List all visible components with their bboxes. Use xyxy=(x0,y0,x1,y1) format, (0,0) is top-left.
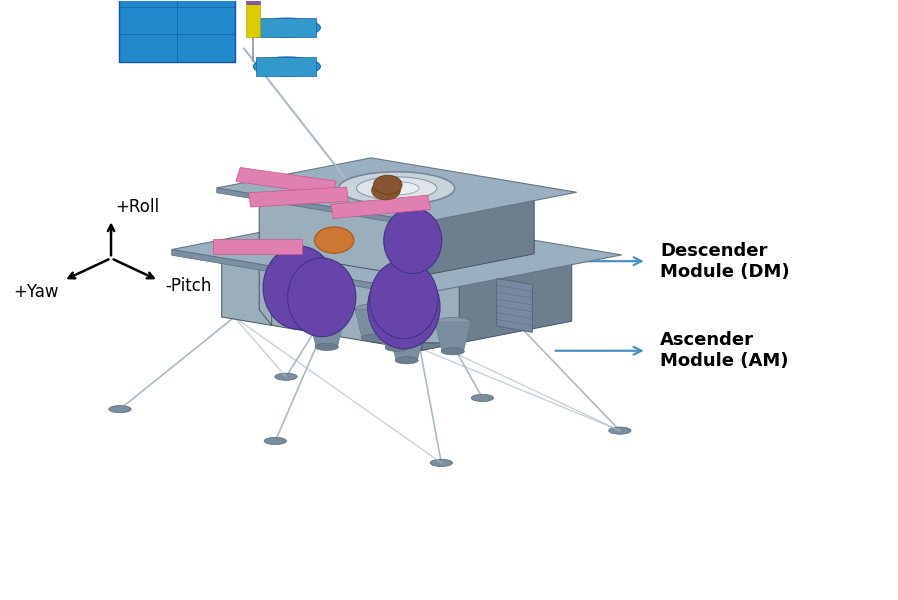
Ellipse shape xyxy=(435,317,471,328)
Ellipse shape xyxy=(370,260,438,339)
Ellipse shape xyxy=(253,57,321,76)
Ellipse shape xyxy=(385,344,409,352)
Text: Descender
Module (DM): Descender Module (DM) xyxy=(660,242,789,281)
Ellipse shape xyxy=(287,258,356,337)
Ellipse shape xyxy=(357,177,436,200)
Text: Ascender
Module (AM): Ascender Module (AM) xyxy=(660,331,788,370)
Ellipse shape xyxy=(315,343,339,350)
Ellipse shape xyxy=(361,334,384,341)
Ellipse shape xyxy=(383,208,442,274)
Ellipse shape xyxy=(339,172,454,205)
Polygon shape xyxy=(497,278,533,332)
Ellipse shape xyxy=(389,326,425,337)
Polygon shape xyxy=(389,332,425,361)
Polygon shape xyxy=(222,221,572,284)
Polygon shape xyxy=(372,275,459,343)
Bar xyxy=(213,239,302,254)
Ellipse shape xyxy=(275,373,297,380)
Polygon shape xyxy=(119,0,235,62)
Polygon shape xyxy=(172,250,429,298)
Polygon shape xyxy=(417,192,534,277)
Ellipse shape xyxy=(471,394,494,401)
Polygon shape xyxy=(309,318,345,347)
Polygon shape xyxy=(379,319,415,348)
Polygon shape xyxy=(422,254,572,350)
Ellipse shape xyxy=(355,304,391,314)
Ellipse shape xyxy=(441,348,464,355)
Circle shape xyxy=(374,175,402,194)
Ellipse shape xyxy=(263,246,335,329)
Circle shape xyxy=(314,227,354,253)
Bar xyxy=(330,195,431,218)
Ellipse shape xyxy=(430,460,453,466)
Polygon shape xyxy=(260,188,417,277)
Bar xyxy=(249,187,348,207)
Polygon shape xyxy=(355,309,391,338)
Polygon shape xyxy=(216,158,577,223)
Polygon shape xyxy=(260,166,534,215)
Ellipse shape xyxy=(367,266,440,349)
Circle shape xyxy=(372,181,401,200)
Bar xyxy=(236,167,336,195)
Bar xyxy=(256,57,316,76)
Ellipse shape xyxy=(395,357,418,364)
Ellipse shape xyxy=(609,427,631,434)
Text: +Roll: +Roll xyxy=(116,199,160,217)
Text: -Pitch: -Pitch xyxy=(166,277,212,295)
Ellipse shape xyxy=(253,18,321,37)
Ellipse shape xyxy=(264,437,286,445)
Ellipse shape xyxy=(309,313,345,323)
Ellipse shape xyxy=(379,314,415,325)
Ellipse shape xyxy=(109,406,131,413)
Bar xyxy=(246,4,260,37)
Text: +Yaw: +Yaw xyxy=(13,283,59,301)
Polygon shape xyxy=(222,250,422,350)
Bar xyxy=(246,0,260,4)
Polygon shape xyxy=(172,212,621,293)
Polygon shape xyxy=(435,323,471,352)
Bar xyxy=(256,18,316,37)
Ellipse shape xyxy=(374,182,419,195)
Polygon shape xyxy=(216,188,422,227)
Polygon shape xyxy=(260,243,272,325)
